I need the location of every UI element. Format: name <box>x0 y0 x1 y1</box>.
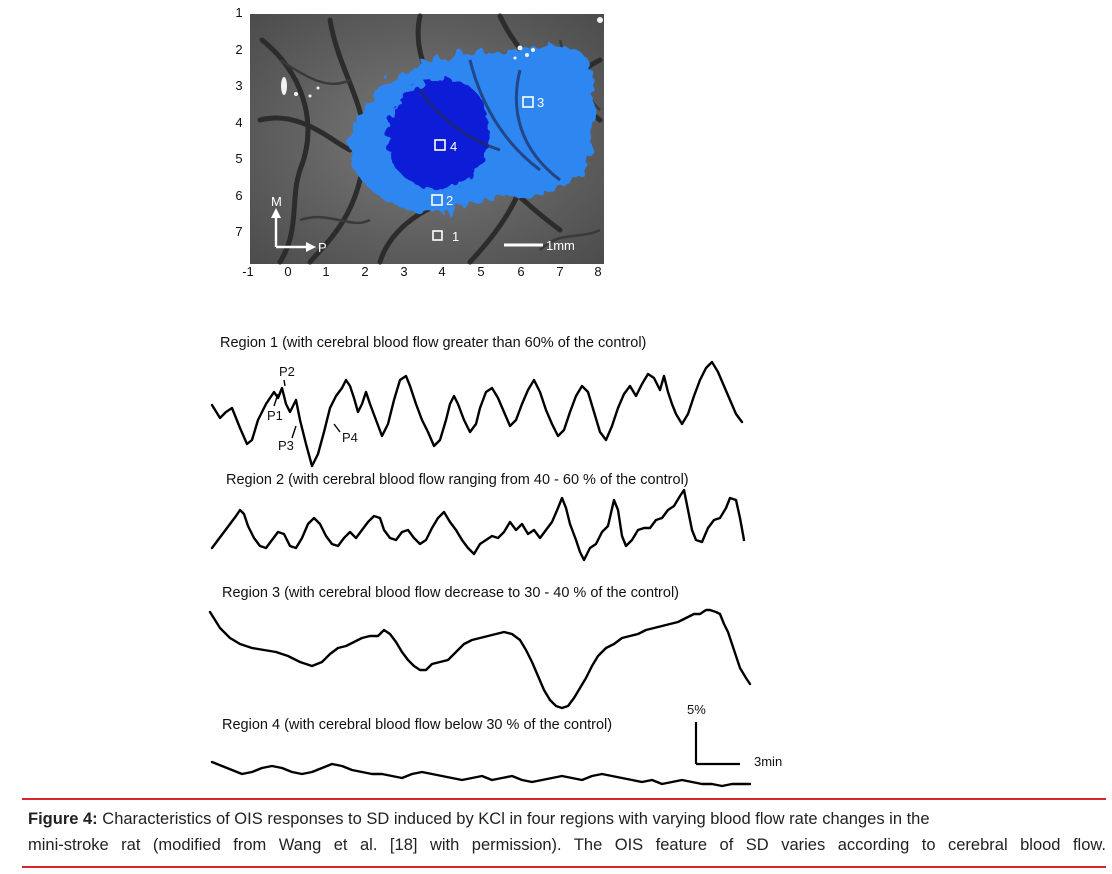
x-tick: 2 <box>361 264 368 279</box>
roi-label-1: 1 <box>452 229 459 244</box>
caption-rule-bottom <box>22 866 1106 868</box>
figure-4: 1 2 3 4 M P 1mm 1 2 3 4 5 6 7 -1 0 1 <box>208 5 782 788</box>
x-tick: -1 <box>242 264 254 279</box>
annotation-p1: P1 <box>267 408 283 423</box>
caption-label: Figure 4: <box>28 810 98 828</box>
x-tick: 5 <box>477 264 484 279</box>
trace-region-2 <box>210 488 746 562</box>
trace-region-3 <box>208 608 752 710</box>
trace-scale-bar: 5% 3min <box>687 702 782 769</box>
x-tick: 8 <box>594 264 601 279</box>
x-tick: 0 <box>284 264 291 279</box>
region-3-title: Region 3 (with cerebral blood flow decre… <box>222 585 679 601</box>
x-axis-ticks: -1 0 1 2 3 4 5 6 7 8 <box>242 264 601 279</box>
sd-spread-dark <box>387 79 489 189</box>
roi-square-1 <box>432 230 443 241</box>
y-axis-ticks: 1 2 3 4 5 6 7 <box>235 5 242 239</box>
region-1-title: Region 1 (with cerebral blood flow great… <box>220 335 646 351</box>
y-tick: 5 <box>235 151 242 166</box>
caption-line-1: Figure 4: Characteristics of OIS respons… <box>28 810 1106 829</box>
ois-traces-panel: Region 1 (with cerebral blood flow great… <box>208 335 782 788</box>
region-4-title: Region 4 (with cerebral blood flow below… <box>222 717 612 733</box>
ois-map-panel: 1 2 3 4 M P 1mm 1 2 3 4 5 6 7 -1 0 1 <box>235 5 604 279</box>
y-tick: 7 <box>235 224 242 239</box>
posterior-label: P <box>318 240 327 255</box>
figure-caption: Figure 4: Characteristics of OIS respons… <box>22 798 1106 870</box>
map-scale-label: 1mm <box>546 238 575 253</box>
caption-text-1: Characteristics of OIS responses to SD i… <box>97 810 930 828</box>
x-tick: 1 <box>322 264 329 279</box>
roi-square-3 <box>522 96 534 108</box>
x-tick: 3 <box>400 264 407 279</box>
x-tick: 6 <box>517 264 524 279</box>
region-1-annotations: P1 P2 P3 P4 <box>267 364 358 453</box>
scale-y-label: 5% <box>687 702 706 717</box>
annotation-p4: P4 <box>342 430 358 445</box>
trace-region-4 <box>210 760 752 788</box>
annotation-p3: P3 <box>278 438 294 453</box>
y-tick: 1 <box>235 5 242 20</box>
x-tick: 4 <box>438 264 445 279</box>
roi-square-4 <box>434 139 446 151</box>
region-2-title: Region 2 (with cerebral blood flow rangi… <box>226 472 689 488</box>
roi-label-3: 3 <box>537 95 544 110</box>
medial-label: M <box>271 194 282 209</box>
orientation-arrows <box>271 208 316 252</box>
y-tick: 6 <box>235 188 242 203</box>
roi-label-2: 2 <box>446 193 453 208</box>
roi-markers <box>431 96 534 241</box>
scale-x-label: 3min <box>754 754 782 769</box>
x-tick: 7 <box>556 264 563 279</box>
y-tick: 2 <box>235 42 242 57</box>
caption-line-2: mini-stroke rat (modified from Wang et a… <box>28 836 1106 854</box>
roi-label-4: 4 <box>450 139 457 154</box>
y-tick: 4 <box>235 115 242 130</box>
annotation-p2: P2 <box>279 364 295 379</box>
caption-rule-top <box>22 798 1106 800</box>
y-tick: 3 <box>235 78 242 93</box>
trace-region-1 <box>210 360 744 468</box>
roi-square-2 <box>431 194 443 206</box>
